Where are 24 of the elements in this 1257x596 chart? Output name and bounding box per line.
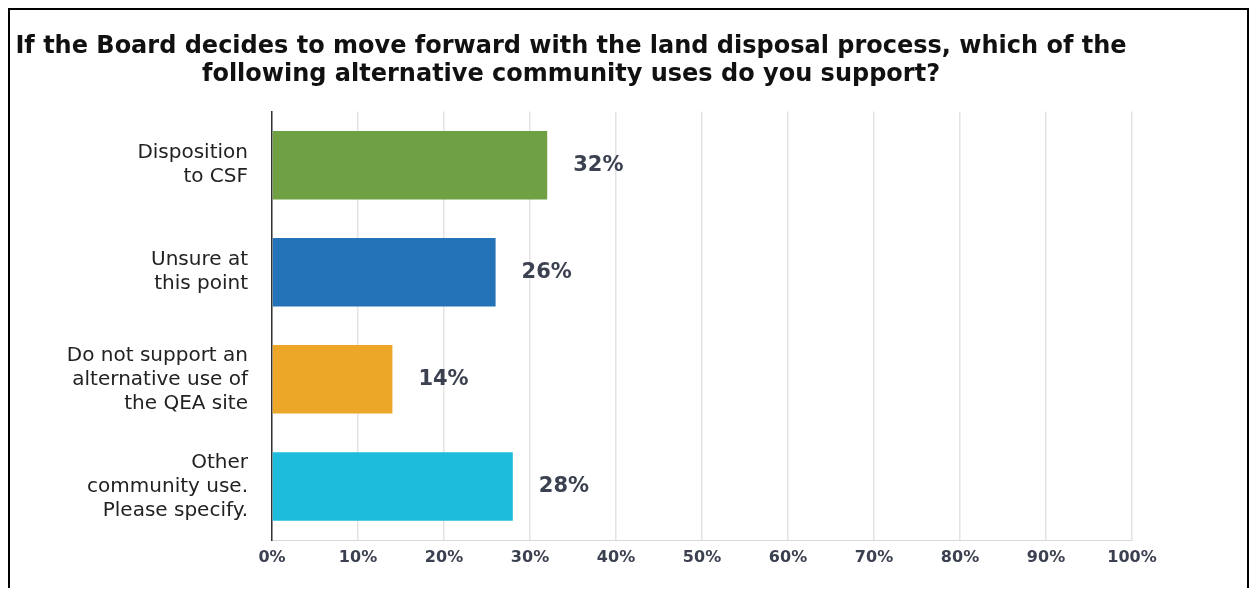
data-label: 32% <box>573 151 624 176</box>
y-tick-label: Disposition to CSF <box>137 139 248 188</box>
y-tick-label: Do not support an alternative use of the QEA site <box>66 341 249 414</box>
chart-title: If the Board decides to move forward with the land disposal process, which of the following alternative community uses do you support? <box>15 30 1127 88</box>
x-tick-label: 90% <box>1026 546 1066 566</box>
x-tick-label: 80% <box>940 546 980 566</box>
x-tick-label: 30% <box>510 546 550 566</box>
y-tick-label: Other community use. Please specify. <box>87 448 249 521</box>
x-tick-label: 0% <box>258 546 286 566</box>
bar <box>272 452 513 521</box>
x-tick-label: 20% <box>424 546 464 566</box>
x-tick-label: 10% <box>338 546 378 566</box>
data-label: 28% <box>538 472 590 497</box>
x-tick-label: 40% <box>596 546 636 566</box>
data-label: 14% <box>418 365 469 390</box>
x-tick-label: 60% <box>768 546 808 566</box>
bar <box>272 237 496 307</box>
bar <box>272 345 393 414</box>
x-tick-label: 50% <box>682 546 722 566</box>
data-label: 26% <box>521 258 572 283</box>
x-tick-label: 70% <box>854 546 894 566</box>
x-tick-label: 100% <box>1107 546 1157 566</box>
bar <box>272 130 548 200</box>
y-tick-label: Unsure at this point <box>151 246 249 295</box>
